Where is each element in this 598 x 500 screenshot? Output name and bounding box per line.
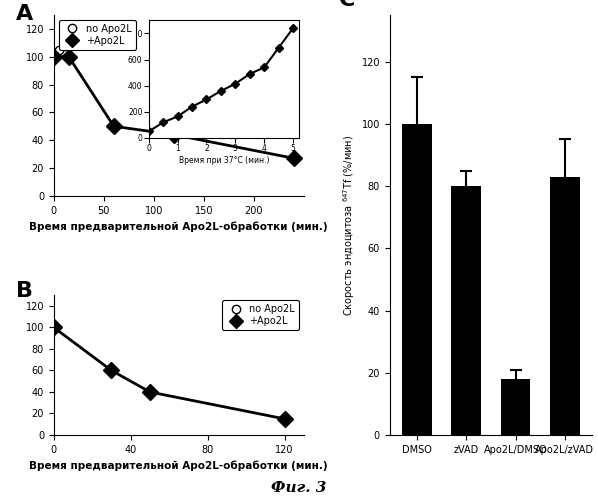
Bar bbox=[550, 177, 579, 435]
Text: C: C bbox=[339, 0, 355, 10]
Bar bbox=[451, 186, 481, 435]
Legend: no Apo2L, +Apo2L: no Apo2L, +Apo2L bbox=[59, 20, 136, 50]
Text: A: A bbox=[16, 4, 33, 24]
X-axis label: Время предварительной Apo2L-обработки (мин.): Время предварительной Apo2L-обработки (м… bbox=[29, 460, 328, 471]
Bar bbox=[402, 124, 432, 435]
Text: Фиг. 3: Фиг. 3 bbox=[271, 481, 327, 495]
Text: B: B bbox=[16, 282, 33, 302]
Bar bbox=[501, 379, 530, 435]
Legend: no Apo2L, +Apo2L: no Apo2L, +Apo2L bbox=[222, 300, 299, 330]
Y-axis label: Скорость эндоцитоза $^{647}$Tf (%/мин): Скорость эндоцитоза $^{647}$Tf (%/мин) bbox=[341, 134, 357, 316]
X-axis label: Время предварительной Apo2L-обработки (мин.): Время предварительной Apo2L-обработки (м… bbox=[29, 221, 328, 232]
